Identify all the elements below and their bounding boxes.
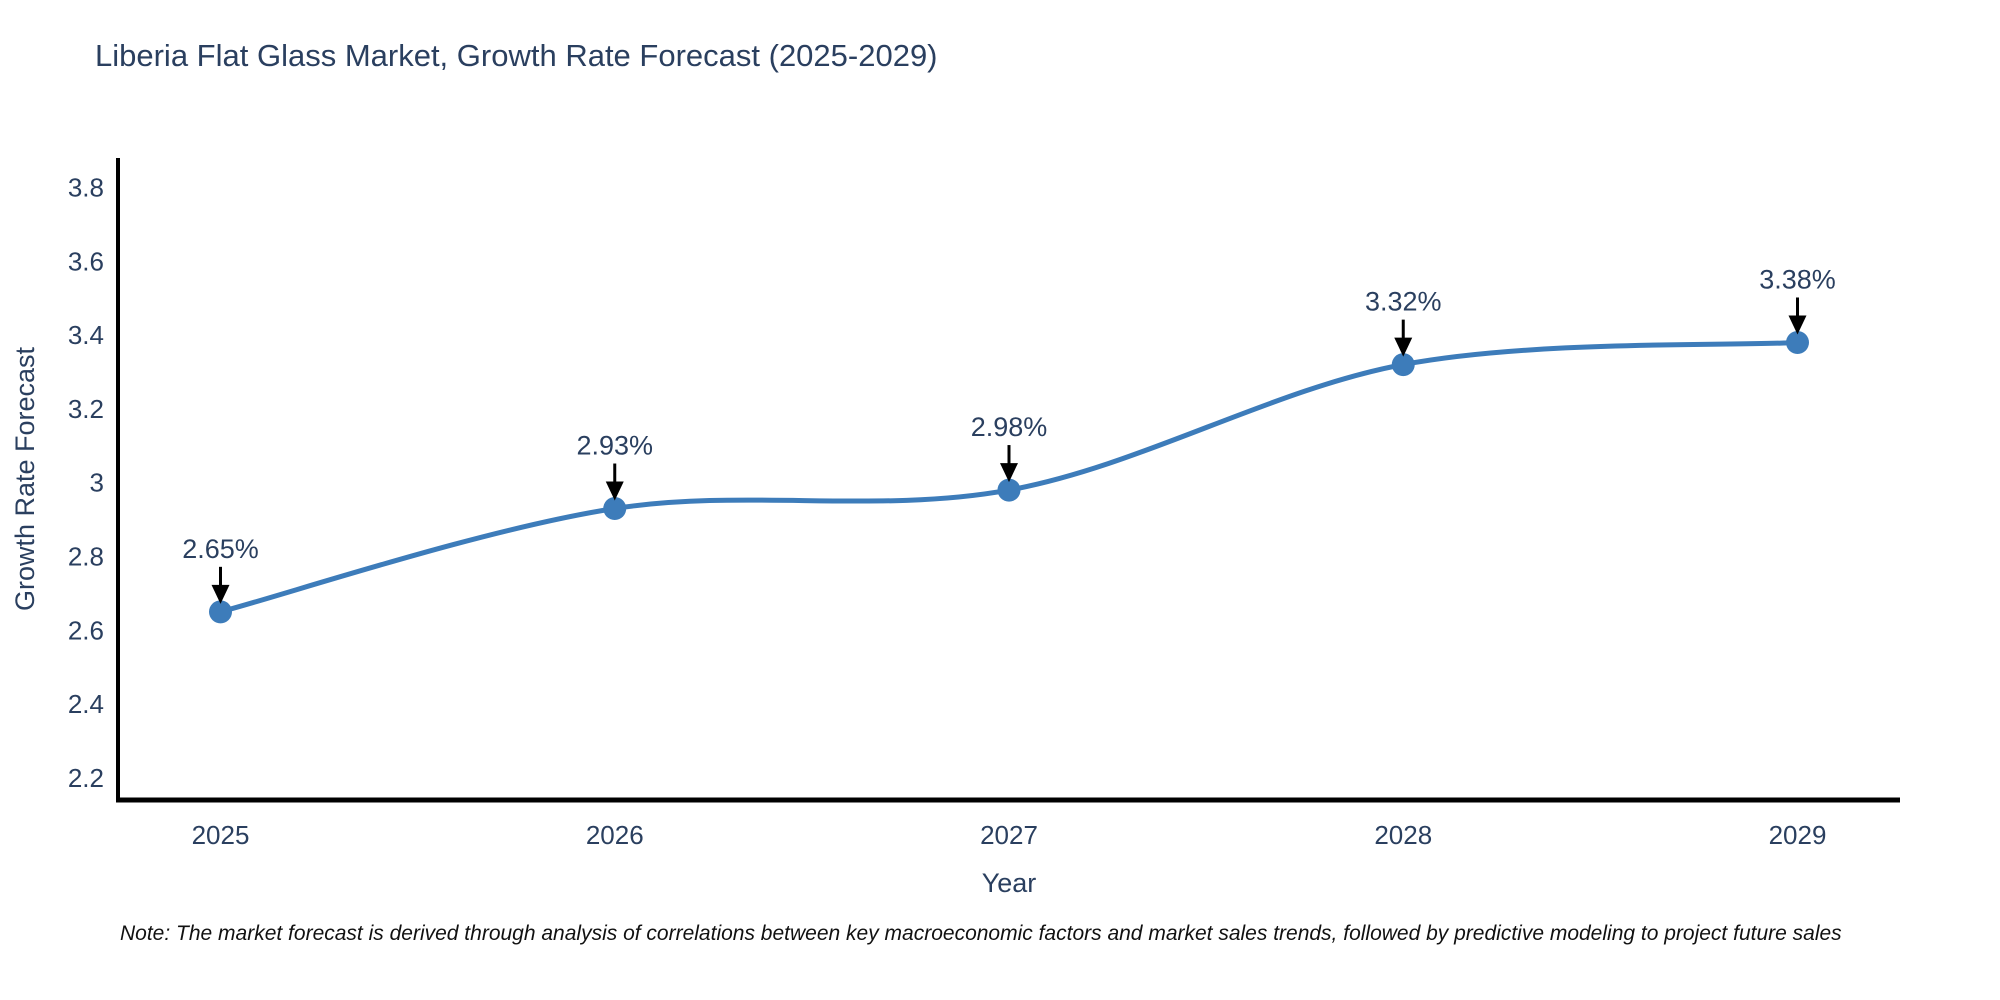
annotation-arrowhead	[211, 584, 230, 604]
y-tick-label: 3.2	[68, 394, 104, 424]
data-point-marker[interactable]	[209, 600, 233, 624]
x-tick-label: 2025	[192, 820, 250, 850]
annotation-arrowhead	[605, 481, 624, 501]
annotation-arrowhead	[1788, 315, 1807, 335]
data-point-marker[interactable]	[1391, 353, 1415, 377]
y-tick-label: 2.4	[68, 689, 104, 719]
x-tick-label: 2026	[586, 820, 644, 850]
y-tick-label: 3.8	[68, 173, 104, 203]
annotation-label: 2.98%	[971, 412, 1048, 442]
data-point-marker[interactable]	[603, 497, 627, 521]
annotation-arrowhead	[1000, 463, 1018, 483]
y-axis-title: Growth Rate Forecast	[10, 346, 40, 611]
data-point-marker[interactable]	[1785, 330, 1809, 354]
x-tick-label: 2029	[1769, 820, 1827, 850]
annotation-arrowhead	[1394, 337, 1413, 357]
x-tick-label: 2028	[1374, 820, 1432, 850]
chart-title: Liberia Flat Glass Market, Growth Rate F…	[95, 38, 938, 73]
y-tick-label: 3	[90, 468, 104, 498]
y-tick-label: 3.4	[68, 320, 104, 350]
y-tick-label: 2.8	[68, 541, 104, 571]
y-tick-label: 3.6	[68, 246, 104, 276]
annotation-label: 3.38%	[1759, 264, 1836, 294]
y-tick-label: 2.6	[68, 615, 104, 645]
y-tick-label: 2.2	[68, 763, 104, 793]
x-tick-label: 2027	[980, 820, 1038, 850]
footnote: Note: The market forecast is derived thr…	[120, 922, 1842, 945]
x-axis-title: Year	[982, 868, 1037, 898]
annotation-label: 3.32%	[1365, 287, 1442, 317]
data-point-marker[interactable]	[997, 478, 1021, 502]
annotation-label: 2.93%	[576, 431, 653, 461]
annotation-label: 2.65%	[182, 534, 259, 564]
